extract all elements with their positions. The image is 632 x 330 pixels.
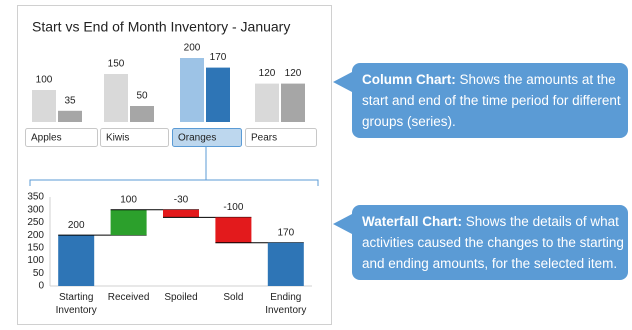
value-label: 200 [184, 43, 201, 54]
category-button[interactable] [100, 128, 169, 147]
value-label: -30 [174, 194, 189, 205]
callout-title: Column Chart: [362, 72, 456, 87]
value-label: 120 [259, 68, 276, 79]
y-tick-label: 0 [38, 281, 44, 292]
callout: Waterfall Chart: Shows the details of wh… [352, 205, 628, 280]
y-tick-label: 50 [33, 268, 45, 279]
x-tick-label: Spoiled [164, 292, 197, 303]
value-label: 120 [285, 68, 302, 79]
callout: Column Chart: Shows the amounts at the s… [352, 63, 628, 138]
value-label: 150 [108, 59, 125, 70]
x-tick-label: Ending Inventory [265, 292, 306, 316]
category-label[interactable]: Oranges [178, 133, 216, 144]
bar [110, 209, 147, 236]
y-tick-label: 300 [27, 204, 44, 215]
category-button[interactable] [245, 128, 317, 147]
pointer [333, 214, 352, 234]
category-label[interactable]: Apples [31, 133, 62, 144]
pointer [333, 72, 352, 92]
callout-text: Shows the amounts at the start and end o… [362, 72, 621, 129]
bar [163, 209, 199, 218]
bar [32, 90, 56, 122]
y-tick-label: 150 [27, 242, 44, 253]
callout-title: Waterfall Chart: [362, 214, 463, 229]
chart-title: Start vs End of Month Inventory - Januar… [32, 19, 290, 35]
value-label: 100 [36, 75, 53, 86]
y-tick-label: 100 [27, 255, 44, 266]
category-button[interactable] [25, 128, 98, 147]
category-label[interactable]: Kiwis [106, 133, 129, 144]
y-tick-label: 200 [27, 230, 44, 241]
bar [180, 58, 204, 122]
value-label: 200 [68, 220, 85, 231]
bar [215, 217, 252, 243]
bar [255, 83, 279, 122]
bar [281, 83, 305, 122]
value-label: -100 [223, 202, 243, 213]
y-tick-label: 350 [27, 192, 44, 203]
value-label: 35 [64, 95, 76, 106]
y-tick-label: 250 [27, 217, 44, 228]
bar [206, 67, 230, 122]
bar [104, 74, 128, 122]
bar [130, 106, 154, 122]
value-label: 170 [210, 52, 227, 63]
x-tick-label: Received [108, 292, 150, 303]
value-label: 170 [277, 227, 294, 238]
bar [58, 235, 95, 286]
bar [267, 242, 304, 286]
value-label: 100 [120, 194, 137, 205]
category-button[interactable] [172, 128, 242, 147]
category-label[interactable]: Pears [251, 133, 277, 144]
value-label: 50 [136, 91, 148, 102]
connector [29, 146, 319, 186]
callout-text: Shows the details of what activities cau… [362, 214, 624, 271]
x-tick-label: Sold [223, 292, 243, 303]
x-tick-label: Starting Inventory [56, 292, 97, 316]
bar [58, 110, 82, 122]
